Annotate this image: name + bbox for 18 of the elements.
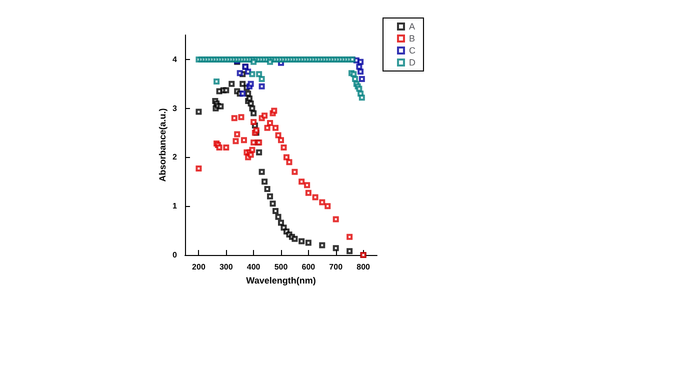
x-tick-label: 700 — [329, 262, 344, 272]
y-axis-title: Absorbance(a.u.) — [158, 108, 168, 182]
y-tick-label: 2 — [172, 152, 178, 162]
x-axis-title: Wavelength(nm) — [246, 275, 316, 286]
y-tick-label: 3 — [172, 104, 178, 113]
x-tick-label: 200 — [192, 262, 206, 272]
x-tick-label: 600 — [302, 262, 316, 272]
legend-label: C — [409, 46, 416, 56]
y-tick-label: 1 — [172, 202, 178, 211]
legend-label: D — [409, 58, 416, 68]
x-tick-label: 400 — [246, 262, 261, 272]
legend-label: A — [409, 22, 416, 32]
legend-label: B — [409, 34, 416, 44]
y-tick-label: 0 — [172, 250, 178, 260]
x-tick-label: 300 — [219, 262, 234, 272]
x-tick-label: 800 — [356, 262, 371, 272]
y-tick-label: 4 — [172, 54, 178, 64]
x-tick-label: 500 — [274, 262, 288, 272]
